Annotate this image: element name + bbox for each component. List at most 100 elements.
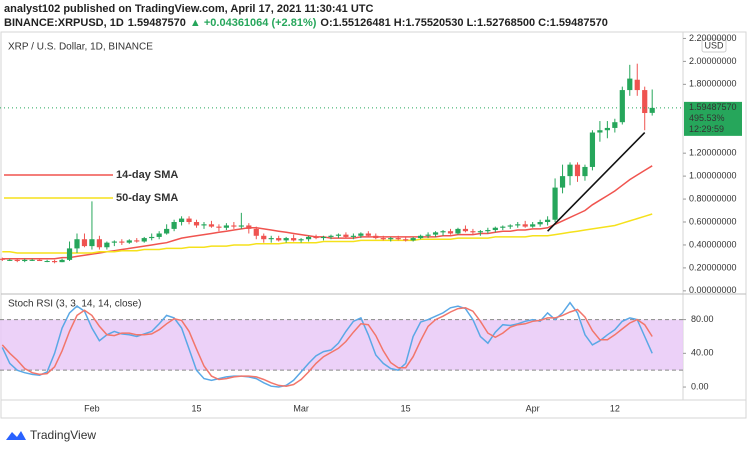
quote-line: BINANCE:XRPUSD, 1D 1.59487570 ▲ +0.0436106… [4, 17, 608, 29]
candle-body [74, 239, 80, 249]
candle-body [305, 236, 312, 240]
candle-body [567, 164, 573, 177]
candle-body [156, 233, 162, 237]
candle-body [373, 235, 379, 239]
y-tick-label: 0.40000000 [689, 239, 737, 249]
candle-body [477, 231, 483, 233]
candle-body [96, 239, 103, 248]
candle-body [612, 122, 618, 128]
candle-body [104, 242, 110, 248]
candle-body [51, 261, 58, 263]
candle-body [164, 228, 170, 234]
candle-body [634, 79, 640, 91]
candle-body [492, 227, 498, 231]
candle-body [350, 235, 356, 237]
candle-body [14, 259, 20, 262]
candle-body [500, 226, 506, 228]
published-line: analyst102 published on TradingView.com,… [4, 3, 374, 15]
candle-body [0, 258, 5, 260]
countdown-label: 12:29:59 [689, 124, 724, 134]
candle-body [410, 238, 416, 241]
candle-body [171, 222, 177, 229]
candle-body [485, 230, 491, 232]
x-tick-label: 15 [401, 403, 411, 413]
candle-body [343, 234, 349, 237]
candle-body [545, 219, 551, 223]
candle-body [29, 259, 35, 261]
candle-body [470, 231, 476, 233]
legend-label: 14-day SMA [116, 169, 178, 181]
x-tick-label: 15 [192, 403, 202, 413]
candle-body [388, 238, 394, 240]
candle-body [649, 107, 655, 113]
candle-body [537, 222, 543, 225]
brand: TradingView [30, 428, 96, 442]
candle-body [268, 238, 274, 240]
candle-body [619, 90, 625, 123]
candle-body [141, 238, 147, 242]
candle-body [201, 224, 207, 226]
candle-body [335, 234, 342, 236]
candle-body [395, 238, 401, 240]
y-tick-label: 80.00 [691, 314, 714, 324]
candle-body [81, 239, 88, 247]
candle-body [642, 90, 648, 114]
y-tick-label: 1.80000000 [689, 79, 737, 89]
line-series [1, 301, 653, 388]
candle-body [22, 259, 28, 262]
candle-body [380, 238, 386, 240]
candle-body [403, 239, 409, 241]
candle-body [231, 225, 237, 227]
candle-body [291, 238, 297, 241]
currency: USD [704, 40, 724, 50]
candle-body [604, 127, 610, 131]
indicator-title: Stoch RSI (3, 3, 14, 14, close) [8, 299, 141, 310]
x-tick-label: Mar [293, 403, 309, 413]
candle-body [134, 240, 140, 242]
y-tick-label: 1.00000000 [689, 170, 737, 180]
y-tick-label: 0.00000000 [689, 285, 737, 295]
chart-title: XRP / U.S. Dollar, 1D, BINANCE [8, 42, 153, 53]
candle-body [462, 228, 469, 232]
candle-body [119, 241, 125, 243]
candle-body [216, 226, 222, 228]
candle-body [178, 218, 185, 223]
candle-body [37, 259, 43, 262]
currency-box [701, 38, 727, 53]
candle-body [283, 238, 289, 241]
candle-body [238, 225, 244, 227]
last-price: 1.59487570 [128, 17, 186, 29]
candle-body [559, 176, 566, 188]
change-label: 495.53% [689, 113, 725, 123]
y-tick-label: 2.00000000 [689, 56, 737, 66]
x-tick-label: Apr [526, 403, 540, 413]
last-price-box [684, 101, 742, 136]
candle-body [522, 224, 528, 227]
candle-body [320, 236, 327, 239]
candle-body [59, 259, 65, 263]
candle-body [328, 235, 334, 237]
candle-body [193, 222, 200, 226]
candle-body [89, 239, 95, 247]
candle-body [298, 239, 304, 241]
candle-body [246, 225, 252, 229]
x-tick-label: 12 [610, 403, 620, 413]
candle-body [432, 232, 439, 235]
chart-frame [0, 31, 747, 419]
candle-body [261, 235, 267, 240]
candle-body [44, 261, 50, 263]
y-tick-label: 40.00 [691, 348, 714, 358]
candle-body [276, 238, 282, 241]
x-tick-label: Feb [84, 403, 100, 413]
candle-body [313, 236, 319, 239]
footer [0, 422, 750, 450]
candle-body [208, 224, 215, 227]
candle-body [253, 228, 259, 236]
change: ▲ +0.04361064 (+2.81%) [190, 17, 317, 29]
line-series [2, 213, 653, 254]
candle-body [7, 259, 13, 261]
candle-body [627, 78, 633, 91]
trendline [547, 131, 646, 232]
